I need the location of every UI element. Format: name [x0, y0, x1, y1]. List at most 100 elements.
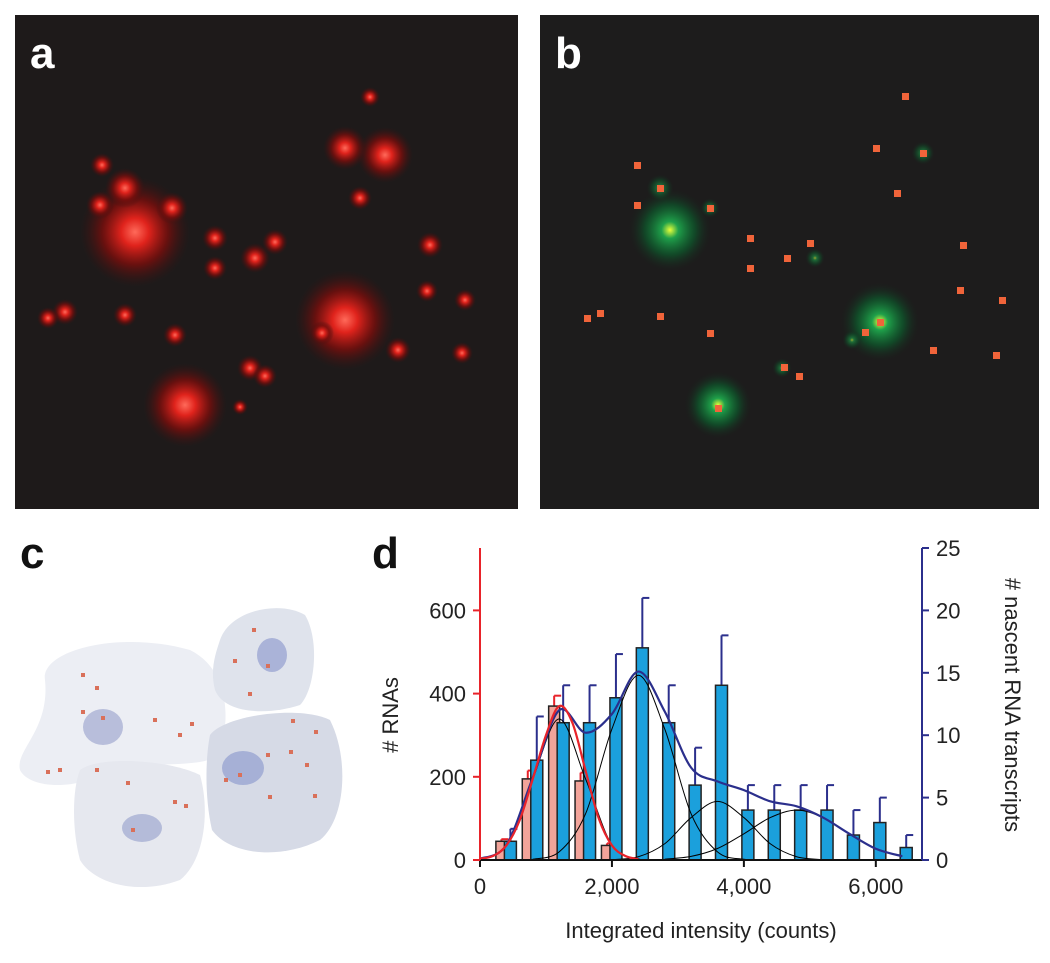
dot [81, 710, 85, 714]
spot [781, 364, 788, 371]
spot [634, 202, 641, 209]
fit-curve [479, 704, 639, 861]
panel-label: b [555, 29, 582, 78]
dot [233, 659, 237, 663]
bar [899, 846, 913, 861]
spot [747, 265, 754, 272]
spot [90, 153, 114, 177]
dot [131, 828, 135, 832]
spot [842, 330, 862, 350]
y2-tick-label: 20 [936, 598, 960, 623]
y-tick-label: 400 [429, 682, 466, 707]
spot [957, 287, 964, 294]
fit-curve [532, 674, 771, 861]
dot [126, 781, 130, 785]
dot [58, 768, 62, 772]
dot [305, 763, 309, 767]
spot [416, 280, 438, 302]
spot [310, 321, 334, 345]
spot [163, 323, 187, 347]
bar [556, 721, 570, 861]
y-tick-label: 200 [429, 765, 466, 790]
spot [993, 352, 1000, 359]
spot [454, 289, 476, 311]
spot [920, 150, 927, 157]
spot [807, 240, 814, 247]
spot [707, 330, 714, 337]
spot [143, 363, 227, 447]
y2-tick-label: 5 [936, 786, 948, 811]
y2-tick-label: 15 [936, 661, 960, 686]
spot [156, 192, 188, 224]
spot [105, 168, 145, 208]
bar [661, 721, 676, 861]
spot [348, 186, 372, 210]
dot [95, 768, 99, 772]
spot [628, 188, 712, 272]
y2-tick-label: 25 [936, 536, 960, 561]
dot [178, 733, 182, 737]
spot [862, 329, 869, 336]
dot [184, 804, 188, 808]
spot [715, 405, 722, 412]
spot [262, 229, 288, 255]
x-tick-label: 2,000 [584, 874, 639, 899]
panel-a-spots [37, 87, 476, 447]
bar [793, 809, 808, 861]
dot [190, 722, 194, 726]
panel-b-spots [584, 93, 1006, 439]
spot [232, 399, 248, 415]
spot [295, 270, 395, 370]
dot [266, 664, 270, 668]
spot [240, 243, 270, 273]
spot [202, 225, 228, 251]
dot [291, 719, 295, 723]
spot [597, 310, 604, 317]
panel-label: a [30, 29, 55, 78]
dot [314, 730, 318, 734]
spot [873, 145, 880, 152]
bar [873, 821, 887, 861]
dot [238, 773, 242, 777]
dot [46, 770, 50, 774]
spot [894, 190, 901, 197]
spot [323, 126, 367, 170]
dot [248, 692, 252, 696]
panel-label: c [20, 529, 44, 578]
spot [203, 256, 227, 280]
y2-tick-label: 0 [936, 848, 948, 873]
spot [357, 127, 413, 183]
spot [707, 205, 714, 212]
y-tick-label: 0 [454, 848, 466, 873]
spot [930, 347, 937, 354]
x-tick-label: 4,000 [716, 874, 771, 899]
y-axis-label: # RNAs [378, 677, 403, 753]
spot [747, 235, 754, 242]
dot [266, 753, 270, 757]
chart-d: 0 2,000 4,000 6,000 0 200 400 600 0 5 10 15 20 25 Inte… [378, 536, 1025, 943]
dot [313, 794, 317, 798]
spot [999, 297, 1006, 304]
y2-axis-label: # nascent RNA transcripts [1000, 578, 1025, 832]
spot [657, 313, 664, 320]
y-tick-label: 600 [429, 598, 466, 623]
panel-label: d [372, 529, 399, 578]
dot [289, 750, 293, 754]
spot [657, 185, 664, 192]
fit-curve [611, 800, 824, 861]
x-tick-label: 6,000 [848, 874, 903, 899]
x-axis-label: Integrated intensity (counts) [565, 918, 836, 943]
dot [268, 795, 272, 799]
spot [113, 303, 137, 327]
spot [902, 93, 909, 100]
spot [805, 248, 825, 268]
dot [101, 716, 105, 720]
spot [960, 242, 967, 249]
bar [609, 697, 623, 861]
spot [784, 255, 791, 262]
spot [360, 87, 380, 107]
dot [224, 778, 228, 782]
dot [252, 628, 256, 632]
spot [385, 337, 411, 363]
